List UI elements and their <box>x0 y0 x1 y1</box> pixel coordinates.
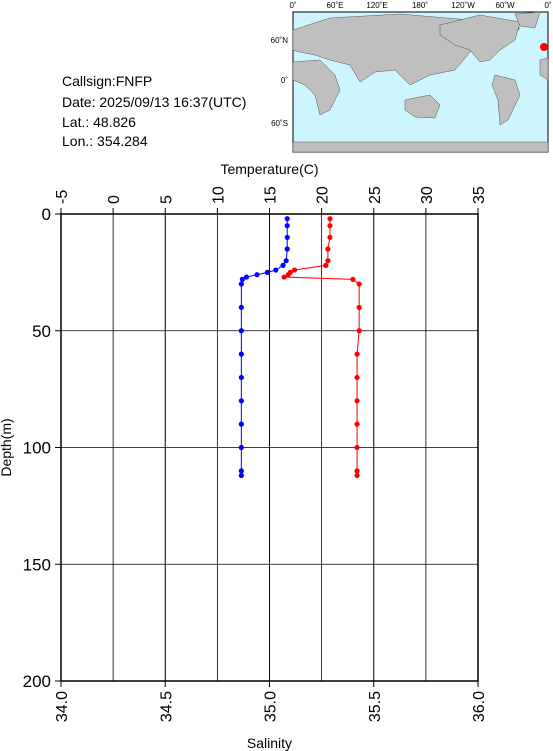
y-axis-title: Depth(m) <box>0 418 14 476</box>
map-lat-label: 0˚ <box>281 76 288 85</box>
profile-point <box>243 274 250 280</box>
profile-point <box>325 258 331 264</box>
profile-point <box>350 276 356 282</box>
callsign: Callsign:FNFP <box>62 73 152 89</box>
profile-point <box>291 267 298 273</box>
x2-tick-label: 0 <box>106 195 123 204</box>
y-tick-label: 150 <box>23 555 51 574</box>
y-tick-label: 100 <box>23 439 51 458</box>
x2-tick-label: -5 <box>54 190 71 204</box>
profile-point <box>273 267 279 273</box>
x2-tick-label: 25 <box>367 186 384 204</box>
y-tick-label: 200 <box>23 672 51 691</box>
profile-point <box>238 304 244 310</box>
map <box>292 11 549 153</box>
profile-point <box>264 269 271 275</box>
profile-point <box>356 328 362 334</box>
profile-point <box>284 246 290 252</box>
profile-point <box>254 272 260 278</box>
x-tick-label: 35.5 <box>367 691 384 722</box>
profile-point <box>285 272 291 278</box>
profile-line <box>240 218 288 476</box>
profile-point <box>238 472 244 479</box>
profile-point <box>325 246 331 252</box>
profile-point <box>354 421 360 427</box>
y-tick-label: 0 <box>42 205 51 224</box>
map-lon-label: 60˚W <box>495 1 515 10</box>
map-lon-label: 120˚E <box>366 1 387 10</box>
date: Date: 2025/09/13 16:37(UTC) <box>62 94 246 110</box>
profile-point <box>238 444 244 451</box>
profile-point <box>356 304 362 310</box>
x2-tick-label: 5 <box>158 195 175 204</box>
map-lon-label: 0˚ <box>289 1 296 10</box>
x2-tick-label: 35 <box>471 186 488 204</box>
profile-point <box>238 281 244 287</box>
profile-point <box>284 234 290 240</box>
map-lon-label: 0˚ <box>544 1 551 10</box>
profile-point <box>327 234 333 240</box>
longitude: Lon.: 354.284 <box>62 133 148 149</box>
x-axis-title: Salinity <box>247 735 292 751</box>
map-location <box>540 43 548 51</box>
profile-point <box>283 258 289 264</box>
profile-point <box>327 216 333 222</box>
profile-point <box>238 374 244 381</box>
profile-point <box>356 281 362 287</box>
map-lat-label: 60˚S <box>271 119 288 128</box>
map-lon-label: 60˚E <box>327 1 344 10</box>
profile-point <box>354 374 360 381</box>
x-tick-label: 35.0 <box>263 691 280 722</box>
profile-point <box>323 262 329 268</box>
plot-frame <box>60 213 479 682</box>
latitude: Lat.: 48.826 <box>62 114 136 130</box>
profile-point <box>354 472 360 479</box>
profile-point <box>238 328 244 334</box>
profile-point <box>354 398 360 404</box>
x-tick-label: 34.0 <box>54 691 71 722</box>
profile-point <box>284 223 290 229</box>
map-lon-label: 180˚ <box>412 1 428 10</box>
profile-point <box>238 468 244 474</box>
profile-point <box>280 262 286 268</box>
profile-point <box>239 276 245 282</box>
profile-point <box>238 398 244 404</box>
x2-tick-label: 15 <box>263 186 280 204</box>
x-tick-label: 34.5 <box>158 691 175 722</box>
profile-point <box>284 216 290 222</box>
map-lon-label: 120˚W <box>451 1 475 10</box>
x2-tick-label: 30 <box>419 186 436 204</box>
x2-axis-title: Temperature(C) <box>220 161 318 177</box>
map-lat-label: 60˚N <box>271 36 289 45</box>
profile-point <box>354 351 360 357</box>
x2-tick-label: 10 <box>210 186 227 204</box>
profile-point <box>238 421 244 427</box>
profile-point <box>354 444 360 451</box>
profile-point <box>281 274 287 280</box>
profile-point <box>354 468 360 474</box>
x2-tick-label: 20 <box>315 186 332 204</box>
map-land <box>292 11 549 153</box>
y-tick-label: 50 <box>32 322 51 341</box>
profile-point <box>238 351 244 357</box>
profile-point <box>327 223 333 229</box>
x-tick-label: 36.0 <box>471 691 488 722</box>
